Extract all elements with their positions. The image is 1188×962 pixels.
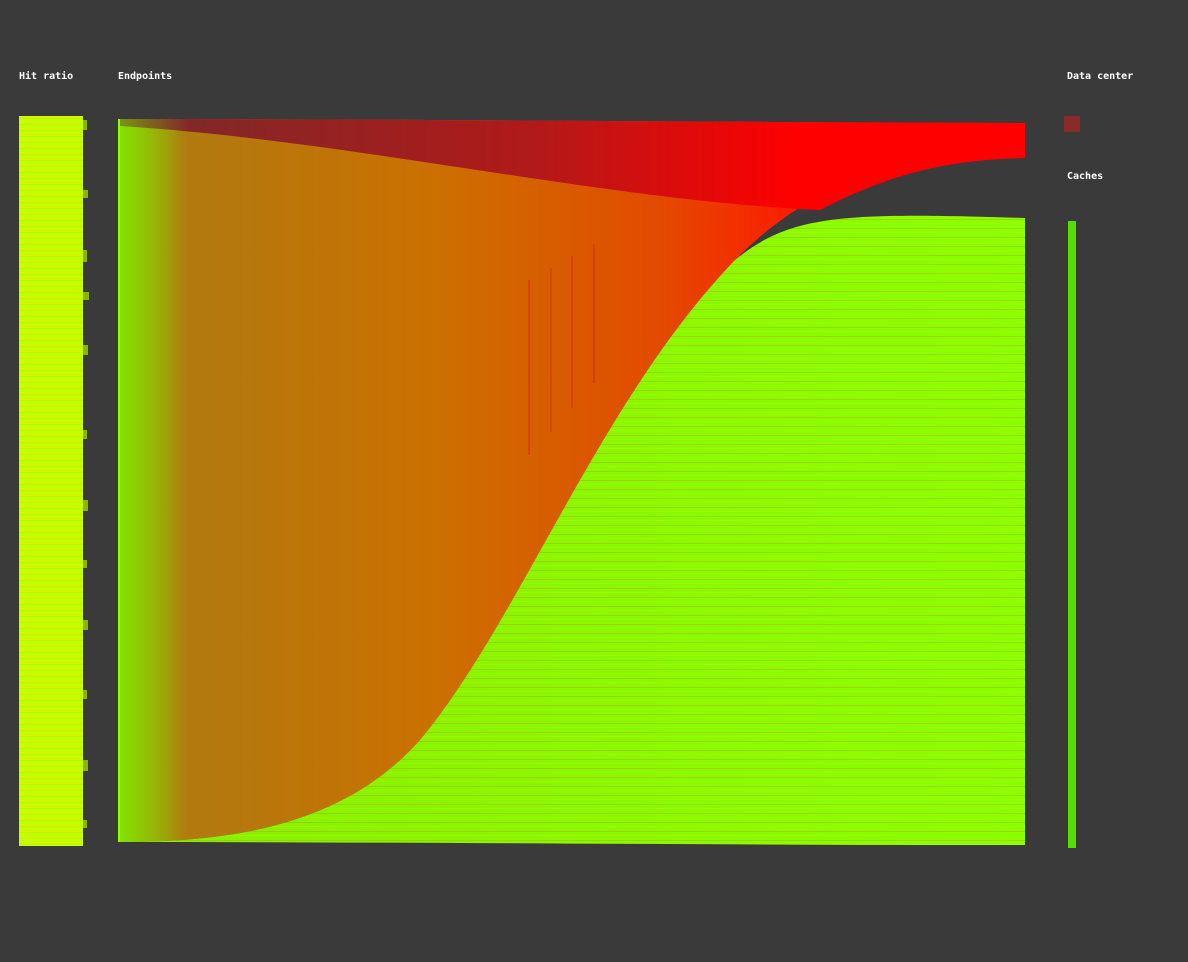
data-center-node (1064, 116, 1080, 132)
endpoints-edge (118, 119, 120, 842)
data-center-label: Data center (1067, 71, 1134, 82)
caches-label: Caches (1067, 171, 1104, 182)
endpoints-label: Endpoints (118, 71, 173, 82)
endpoints-left-fade (119, 119, 189, 842)
hit-ratio-ticks (83, 120, 89, 828)
flow-to-caches-texture (119, 215, 1025, 846)
flow-top-miss-band (119, 119, 1025, 210)
flow-marker-lines (528, 244, 595, 455)
hit-ratio-bar (19, 116, 83, 846)
flow-to-data-center (119, 119, 1025, 842)
caches-node (1068, 221, 1076, 848)
hit-ratio-label: Hit ratio (19, 71, 74, 82)
